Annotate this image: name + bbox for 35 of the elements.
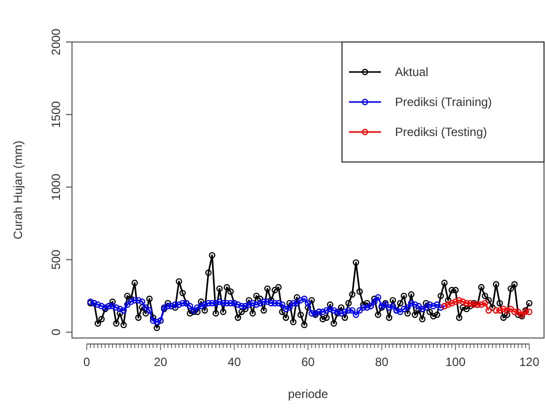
legend-label: Prediksi (Training) bbox=[395, 95, 492, 109]
y-tick-label: 1000 bbox=[49, 173, 63, 200]
x-tick-label: 100 bbox=[445, 355, 466, 369]
point bbox=[500, 306, 507, 312]
y-tick-label: 2000 bbox=[49, 28, 63, 56]
x-tick-label: 0 bbox=[83, 355, 90, 369]
y-axis-title: Curah Hujan (mm) bbox=[11, 140, 25, 240]
legend-label: Aktual bbox=[395, 65, 428, 79]
point bbox=[492, 307, 500, 314]
x-tick-label: 60 bbox=[301, 355, 315, 369]
y-tick-label: 1500 bbox=[49, 100, 63, 128]
point bbox=[485, 307, 492, 314]
point bbox=[460, 298, 466, 305]
point bbox=[482, 300, 488, 306]
point bbox=[456, 297, 462, 304]
point bbox=[452, 298, 459, 305]
x-tick-label: 40 bbox=[228, 355, 242, 369]
point bbox=[511, 308, 518, 316]
y-tick-label: 0 bbox=[49, 328, 63, 336]
point bbox=[508, 306, 514, 312]
x-tick-label: 80 bbox=[375, 355, 389, 369]
y-tick-label: 500 bbox=[49, 249, 63, 270]
x-tick-label: 20 bbox=[154, 355, 168, 369]
x-tick-label: 120 bbox=[519, 355, 540, 369]
point bbox=[448, 300, 456, 306]
point bbox=[463, 300, 470, 306]
point bbox=[496, 307, 503, 314]
point bbox=[478, 301, 485, 308]
point bbox=[514, 308, 522, 316]
x-axis-title: periode bbox=[288, 387, 328, 401]
point bbox=[467, 300, 474, 306]
point bbox=[444, 301, 452, 308]
point bbox=[526, 308, 532, 316]
legend-label: Prediksi (Testing) bbox=[395, 125, 488, 139]
point bbox=[504, 307, 510, 314]
